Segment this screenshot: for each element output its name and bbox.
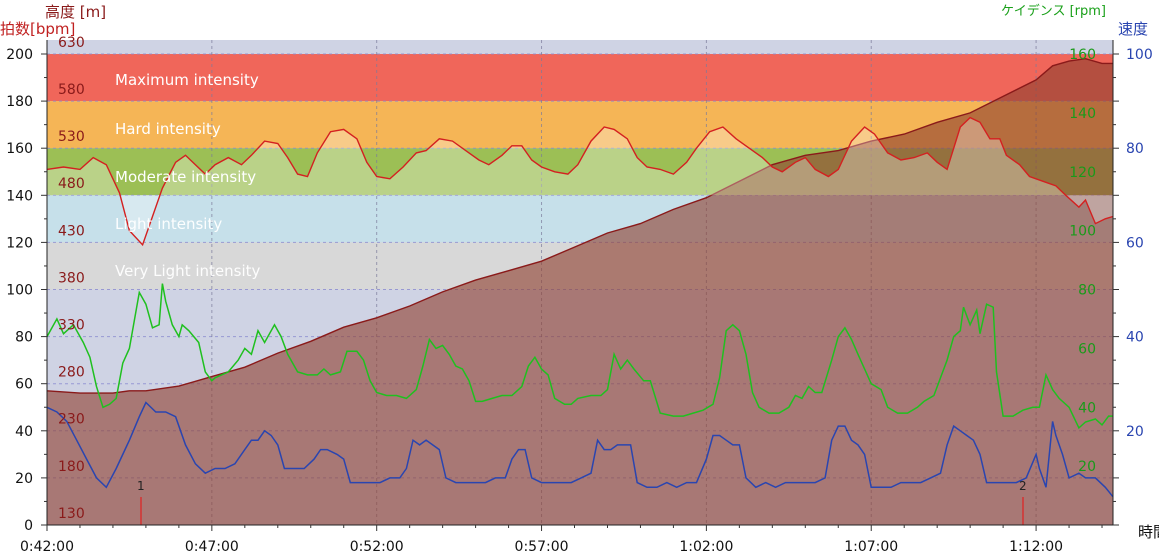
- altitude-tick-label: 330: [58, 318, 85, 334]
- zone-label: Very Light intensity: [115, 262, 260, 280]
- x-tick-label: 0:47:00: [185, 539, 239, 555]
- zone-label: Light intensity: [115, 215, 222, 233]
- altitude-line: [46, 57, 1113, 394]
- x-tick-label: 1:12:00: [1009, 539, 1063, 555]
- altitude-tick-label: 580: [58, 82, 85, 98]
- speed-line: [46, 401, 1114, 498]
- x-tick-label: 1:07:00: [844, 539, 898, 555]
- x-tick-label: 1:02:00: [679, 539, 733, 555]
- x-tick-label: 0:52:00: [350, 539, 404, 555]
- altitude-tick-label: 230: [58, 412, 85, 428]
- speed-tick-label: 80: [1126, 141, 1144, 157]
- lap-label: 1: [137, 479, 145, 493]
- cadence-tick-label: 120: [1069, 165, 1096, 181]
- cadence-tick-label: 140: [1069, 106, 1096, 122]
- speed-tick-label: 20: [1126, 424, 1144, 440]
- time-axis-title: 時間: [1138, 523, 1159, 541]
- hr-tick-label: 40: [15, 424, 33, 440]
- altitude-tick-label: 130: [58, 506, 85, 522]
- hr-tick-label: 160: [6, 141, 33, 157]
- cadence-tick-label: 60: [1078, 341, 1096, 357]
- speed-axis-title: 速度: [1118, 20, 1148, 38]
- hr-tick-label: 120: [6, 235, 33, 251]
- hr-tick-label: 0: [24, 518, 33, 534]
- hr-tick-label: 200: [6, 47, 33, 63]
- speed-tick-label: 60: [1126, 235, 1144, 251]
- x-tick-label: 0:57:00: [515, 539, 569, 555]
- zone-label: Hard intensity: [115, 120, 221, 138]
- hr-tick-label: 80: [15, 330, 33, 346]
- cadence-tick-label: 80: [1078, 283, 1096, 299]
- altitude-tick-label: 280: [58, 365, 85, 381]
- altitude-tick-label: 180: [58, 459, 85, 475]
- zone-label: Maximum intensity: [115, 71, 259, 89]
- altitude-tick-label: 530: [58, 129, 85, 145]
- cadence-line: [46, 283, 1113, 430]
- altitude-axis-title: 高度 [m]: [45, 3, 106, 21]
- hr-tick-label: 100: [6, 283, 33, 299]
- cadence-tick-label: 40: [1078, 400, 1096, 416]
- cadence-axis-title: ケイデンス [rpm]: [1001, 3, 1106, 19]
- zone-band: [47, 54, 1113, 102]
- cadence-tick-label: 160: [1069, 47, 1096, 63]
- hr-tick-label: 60: [15, 377, 33, 393]
- cadence-tick-label: 20: [1078, 459, 1096, 475]
- heart-rate-line: [46, 116, 1114, 247]
- altitude-tick-label: 380: [58, 270, 85, 286]
- altitude-tick-label: 430: [58, 223, 85, 239]
- speed-tick-label: 40: [1126, 330, 1144, 346]
- altitude-area: [47, 58, 1113, 525]
- cadence-tick-label: 100: [1069, 224, 1096, 240]
- zone-label: Moderate intensity: [115, 168, 256, 186]
- heart-rate-axis-title: 拍数[bpm]: [0, 20, 75, 38]
- heart-rate-fill: [47, 117, 1113, 245]
- altitude-tick-label: 480: [58, 176, 85, 192]
- hr-tick-label: 140: [6, 188, 33, 204]
- altitude-tick-label: 630: [58, 35, 85, 51]
- lap-label: 2: [1019, 479, 1027, 493]
- speed-tick-label: 100: [1126, 47, 1153, 63]
- hr-tick-label: 180: [6, 94, 33, 110]
- x-tick-label: 0:42:00: [20, 539, 74, 555]
- hr-tick-label: 20: [15, 471, 33, 487]
